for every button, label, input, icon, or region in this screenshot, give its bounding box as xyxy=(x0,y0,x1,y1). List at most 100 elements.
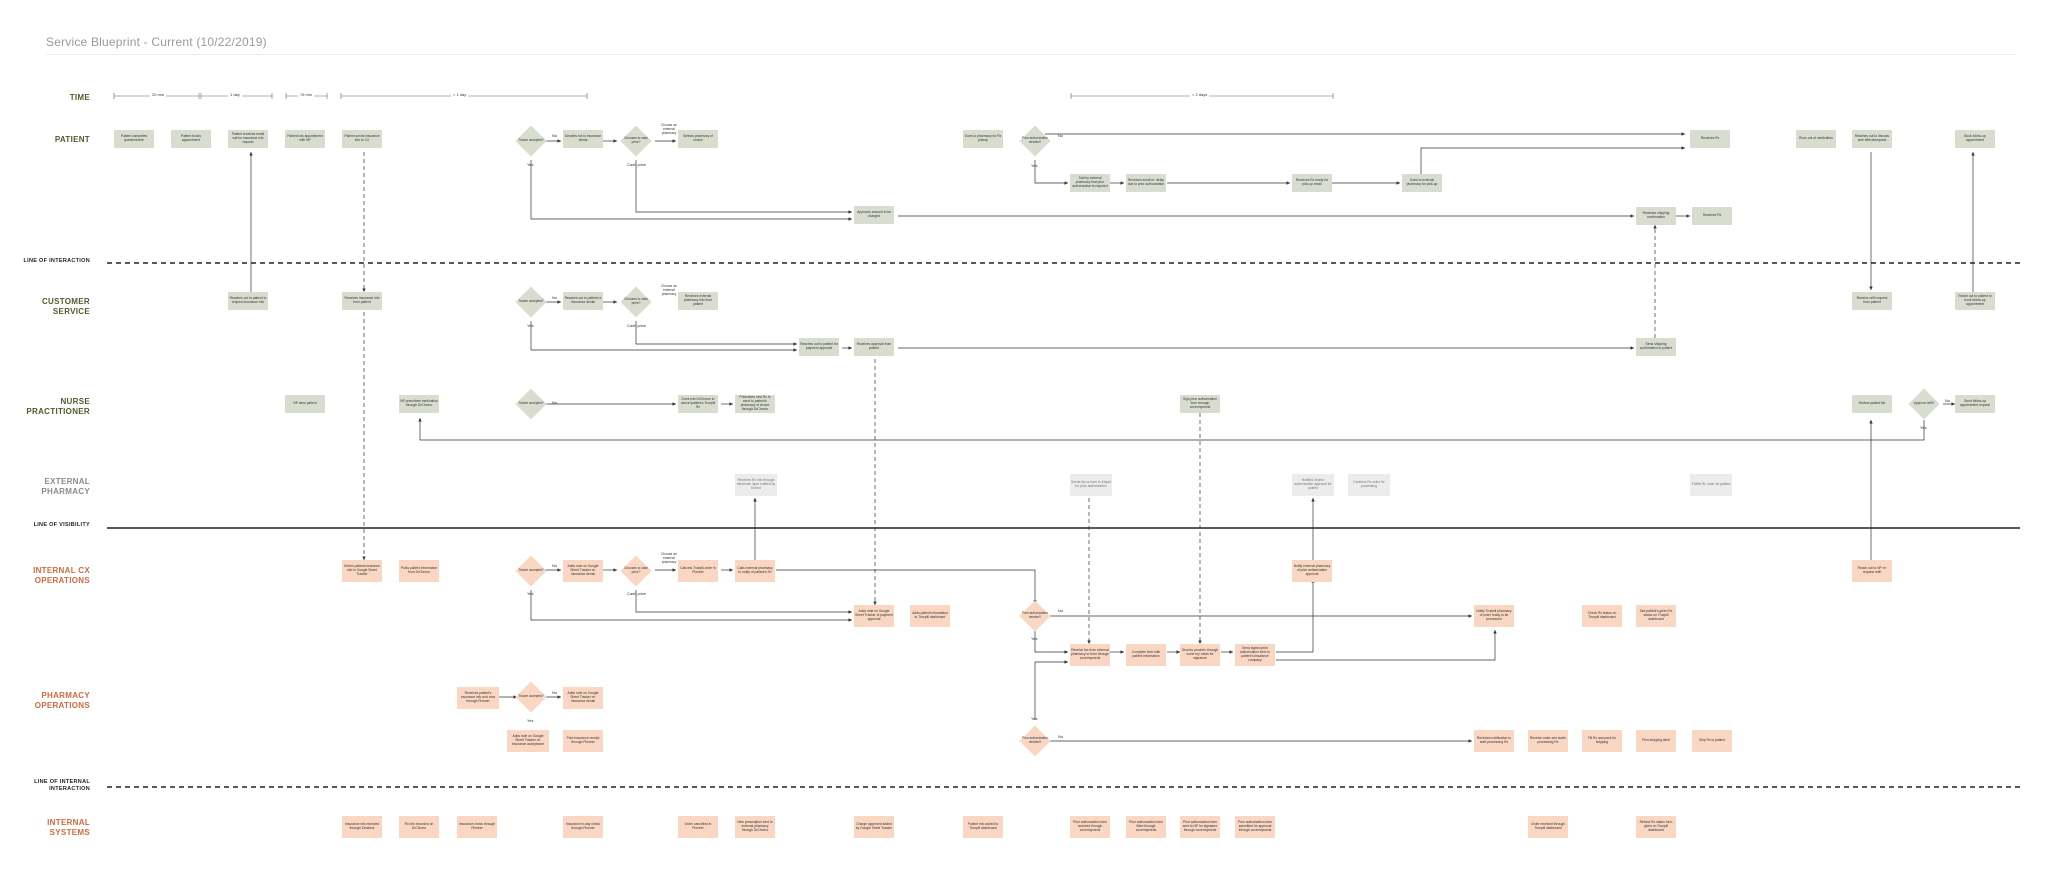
sys-insurance-in-day-check: Insurance in-day check through Pioneer xyxy=(563,816,603,838)
ph-print-shipping-label: Print shipping label xyxy=(1636,730,1676,752)
patient-receives-insurance-request: Patient receives email call for insuranc… xyxy=(228,130,268,148)
lane-label-internal-cx: INTERNAL CX OPERATIONS xyxy=(33,566,90,585)
patient-tricare-yes: Yes xyxy=(527,162,534,167)
ext-sends-prior-auth-fax: Sends fax or form to Kinpel for prior au… xyxy=(1070,474,1112,496)
sys-prior-auth-filled: Prior authorization form filled through … xyxy=(1126,816,1166,838)
np-tricare-no: No xyxy=(552,400,558,405)
cx-complete-form: Complete form with patient information xyxy=(1126,644,1166,666)
ph-receives-notification: Receives notification to start processin… xyxy=(1474,730,1514,752)
patient-told-prior-auth: Told by external pharmacy that prior aut… xyxy=(1070,174,1110,192)
cx-notify-truepill-ready: Notify Truepill pharmacy of order ready … xyxy=(1474,605,1514,627)
patient-book-follow-up: Book follow-up appointment xyxy=(1955,130,1995,148)
ph-adds-acceptance-note: Adds note on Google Sheet Tracker re: in… xyxy=(507,730,549,752)
cs-receives-insurance-info: Receives insurance info from patient xyxy=(342,292,382,310)
cx-receive-fax: Receive fax from external pharmacy or fr… xyxy=(1070,644,1110,666)
ph-tricare-label: Tricare accepted? xyxy=(518,694,544,699)
lane-label-internal-systems: INTERNAL SYSTEMS xyxy=(47,818,90,837)
cs-receive-refill-request: Receive refill request from patient xyxy=(1852,292,1892,310)
page-title: Service Blueprint - Current (10/22/2019) xyxy=(46,35,267,49)
lane-label-line-of-visibility: LINE OF VISIBILITY xyxy=(33,522,90,528)
time-brackets xyxy=(113,93,1334,99)
ph-fill-rx: Fill Rx and pack for shipping xyxy=(1582,730,1622,752)
patient-tricare-no: No xyxy=(552,133,558,138)
sys-charge-approved: Charge approved added by Google Sheet Tr… xyxy=(854,816,894,838)
cx-see-rx-status: See patient's given Rx status on Truepil… xyxy=(1636,605,1676,627)
patient-receives-delay-email: Receives email re: delay due to prior au… xyxy=(1126,174,1166,192)
sys-prior-auth-sent-np: Prior authorization form sent to NP for … xyxy=(1180,816,1220,838)
lane-label-line-of-interaction: LINE OF INTERACTION xyxy=(23,258,90,264)
cs-reaches-out-denial: Reaches out to patient re insurance deni… xyxy=(563,292,603,310)
cx-tricare-no: No xyxy=(552,563,558,568)
cs-request-insurance-info: Reaches out to patient to request insura… xyxy=(228,292,268,310)
cx-choose-external-label: Choose an external pharmacy xyxy=(661,552,677,564)
np-prescribes-medication: NP prescribes medication through DrChron… xyxy=(399,395,439,413)
cs-receives-external-pharmacy: Receives external pharmacy info from pat… xyxy=(678,292,718,310)
ph-ship-rx: Ship Rx to patient xyxy=(1692,730,1732,752)
cx-calls-external-pharmacy: Calls external pharmacy to notify of pat… xyxy=(735,560,775,582)
lane-label-line-of-internal-interaction: LINE OF INTERNAL INTERACTION xyxy=(34,779,90,792)
cs-book-follow-up: Reach out to patient to book follow-up a… xyxy=(1955,292,1995,310)
sys-new-prescription-sent: New prescription sent to external pharma… xyxy=(735,816,775,838)
patient-reaches-out: Reaches out to discuss side effects/requ… xyxy=(1852,130,1892,148)
cx-tricare-label: Tricare accepted? xyxy=(518,568,544,573)
patient-prior-auth-yes: Yes xyxy=(1031,163,1038,168)
ph-prior-auth-no: No xyxy=(1058,734,1064,739)
lane-label-pharmacy-operations: PHARMACY OPERATIONS xyxy=(34,691,90,710)
cs-tricare-yes: Yes xyxy=(527,323,534,328)
lane-label-time: TIME xyxy=(69,93,90,102)
cx-cash-price-label: Cash price xyxy=(627,591,647,596)
np-send-follow-up-request: Send follow-up appointment request xyxy=(1955,395,1995,413)
lane-label-patient: PATIENT xyxy=(54,135,90,144)
time-label-1: 20 min xyxy=(150,92,167,97)
cx-adds-denial-note: Adds note on Google Sheet Tracker re: in… xyxy=(563,560,603,582)
cx-check-rx-status: Check Rx status on Truepill dashboard xyxy=(1582,605,1622,627)
patient-approves-amount: Approves amount to be charged xyxy=(854,206,894,224)
time-label-4: < 1 day xyxy=(451,92,469,97)
patient-goes-to-pharmacy: Goes to pharmacy for Rx pickup xyxy=(963,130,1003,148)
sys-patient-info-truepill: Patient info added to Truepill dashboard xyxy=(963,816,1003,838)
arrows xyxy=(249,132,1975,743)
cx-enters-insurance-info: Enters patient insurance info in Google … xyxy=(342,560,382,582)
patient-books-appointment: Patient books appointment xyxy=(171,130,211,148)
ph-prior-auth-label: Prior authorization needed? xyxy=(1022,736,1048,744)
cs-send-shipping-confirmation: Send shipping confirmation to patient xyxy=(1636,338,1676,356)
ext-notified-approval: Notified of prior authorization approval… xyxy=(1292,474,1334,496)
cx-adds-patient-info-truepill: Adds patient information to Truepill das… xyxy=(910,605,950,627)
patient-prior-auth-label: Prior authorization needed? xyxy=(1022,136,1048,144)
lane-label-nurse-practitioner: NURSE PRACTITIONER xyxy=(26,397,90,416)
patient-decides-denial: Decides not to insurance denial xyxy=(563,130,603,148)
np-tricare-label: Tricare accepted? xyxy=(518,401,544,406)
cx-prior-auth-label: Prior authorization needed? xyxy=(1022,611,1048,619)
cs-cash-price-label: Cash price xyxy=(627,323,647,328)
cs-cash-label: Chooses to cash price? xyxy=(624,297,648,305)
np-review-patient-file: Review patient file xyxy=(1852,395,1892,413)
cx-notify-external-approval: Notify external pharmacy of prior author… xyxy=(1292,560,1332,582)
patient-sends-insurance-info: Patient sends insurance info to CX xyxy=(342,130,382,148)
ph-tricare-yes: Yes xyxy=(527,718,534,723)
sys-refund-rx-status: Refund Rx status form given on Truepill … xyxy=(1636,816,1676,838)
patient-appointment-with-np: Patient has appointment with NP xyxy=(285,130,325,148)
cs-choose-external-label: Choose an external pharmacy xyxy=(661,284,677,296)
patient-goes-external-pickup: Goes to external pharmacy for pick-up xyxy=(1402,174,1442,192)
patient-completes-questionnaire: Patient completes questionnaire xyxy=(114,130,154,148)
cx-prior-auth-yes: Yes xyxy=(1031,636,1038,641)
lane-label-customer-service: CUSTOMER SERVICE xyxy=(41,297,90,316)
time-label-5: < 2 days xyxy=(1190,92,1210,97)
time-label-3: 76 min xyxy=(298,92,315,97)
ext-fulfills-rx-order: Fulfills Rx order for patient xyxy=(1690,474,1732,496)
ph-receives-insurance-info: Receives patient's insurance info and ru… xyxy=(457,687,499,709)
sys-order-received-truepill: Order received through Truepill dashboar… xyxy=(1528,816,1568,838)
cs-receives-approval: Receives approval from patient xyxy=(854,338,894,356)
cx-cancels-truepill-order: Cancels Truepill order in Pioneer xyxy=(678,560,718,582)
np-cancel-truepill-rx: Goes into DrChrono to cancel patient's T… xyxy=(678,395,718,413)
np-refill-no: No xyxy=(1945,398,1951,403)
patient-receives-shipping: Receives shipping confirmation xyxy=(1636,207,1676,225)
cx-adds-payment-approval-note: Adds note on Google Sheet Tracker of pay… xyxy=(854,605,894,627)
patient-selects-pharmacy: Selects pharmacy of choice xyxy=(678,130,718,148)
patient-cash-price-label: Cash price xyxy=(627,162,647,167)
patient-cash-label: Chooses to cash price? xyxy=(624,136,648,144)
patient-choose-external-label: Choose an external pharmacy xyxy=(661,123,677,135)
ext-confirms-rx-order: Confirms Rx order for processing xyxy=(1348,474,1390,496)
cs-tricare-no: No xyxy=(552,295,558,300)
np-prescribes-new-rx: Prescribes new Rx to send to patient's p… xyxy=(735,395,775,413)
